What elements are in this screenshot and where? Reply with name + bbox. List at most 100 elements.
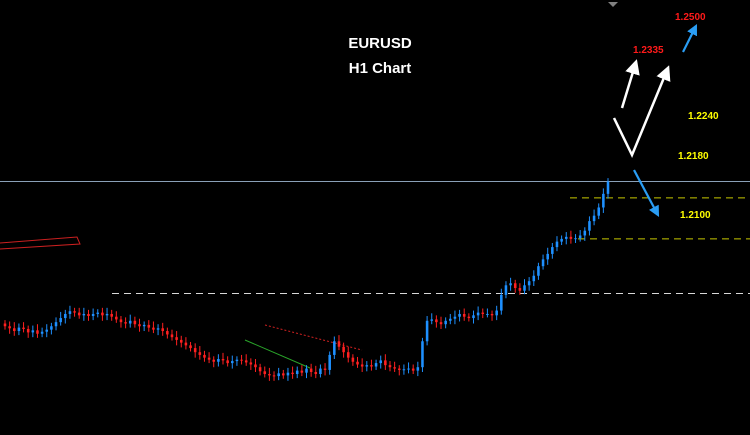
candle-body <box>152 327 155 330</box>
candle-body <box>606 181 610 194</box>
candle-body <box>128 320 132 324</box>
level-label-1-2180: 1.2180 <box>678 151 709 162</box>
candle-body <box>583 230 587 236</box>
candle-body <box>439 322 443 325</box>
candle-body <box>532 275 536 282</box>
projection-arrows <box>612 24 697 217</box>
candle-body <box>291 372 294 375</box>
candlesticks <box>3 178 610 381</box>
candle-body <box>193 348 197 353</box>
candle-body <box>249 362 253 365</box>
candle-body <box>346 352 350 358</box>
candle-body <box>73 311 76 313</box>
candle-body <box>91 313 95 317</box>
candle-body <box>272 375 276 377</box>
candle-body <box>13 328 16 332</box>
candle-body <box>17 327 21 332</box>
candle-body <box>360 364 364 367</box>
candle-body <box>221 359 225 361</box>
candle-body <box>198 352 202 355</box>
candle-body <box>435 319 438 323</box>
candle-body <box>472 315 475 319</box>
candle-body <box>40 331 44 334</box>
candle-body <box>449 318 452 321</box>
candle-body <box>263 371 267 375</box>
candle-body <box>453 316 457 319</box>
candle-body <box>300 370 304 373</box>
candle-body <box>421 341 424 368</box>
candle-body <box>286 372 290 376</box>
candle-body <box>597 207 600 216</box>
candle-body <box>119 319 123 323</box>
target-label-1-2335: 1.2335 <box>633 45 664 56</box>
candle-body <box>495 310 498 316</box>
candle-body <box>384 360 387 366</box>
candle-body <box>523 285 526 291</box>
candle-body <box>337 341 341 347</box>
arrow-v-white <box>612 65 671 159</box>
candle-body <box>305 368 308 373</box>
candle-body <box>240 359 243 361</box>
candle-body <box>87 313 90 317</box>
candle-body <box>574 238 577 240</box>
candle-body <box>527 281 531 286</box>
candle-body <box>374 363 378 367</box>
candle-body <box>254 364 257 368</box>
target-label-1-2500: 1.2500 <box>675 12 706 23</box>
candle-body <box>64 313 67 319</box>
candle-body <box>166 331 169 335</box>
candle-body <box>110 313 113 317</box>
candle-body <box>393 367 396 369</box>
candle-body <box>513 283 517 289</box>
candle-body <box>555 241 559 248</box>
trend-channel-red <box>0 236 81 250</box>
candle-body <box>147 324 151 328</box>
candle-body <box>602 193 605 208</box>
candle-body <box>244 360 248 363</box>
candle-body <box>179 339 183 343</box>
trend-line-red-dotted <box>264 324 363 351</box>
candle-body <box>45 329 49 332</box>
candle-body <box>490 313 494 316</box>
candle-body <box>365 365 369 367</box>
candle-body <box>462 313 466 317</box>
candle-body <box>351 357 355 362</box>
trend-line-green <box>244 339 311 369</box>
candle-body <box>175 337 178 340</box>
candle-body <box>342 346 345 353</box>
trend-lines <box>0 236 363 369</box>
candle-body <box>370 365 373 367</box>
candle-body <box>328 354 331 370</box>
candle-body <box>578 235 582 239</box>
candle-body <box>504 285 508 295</box>
candle-body <box>356 361 359 365</box>
candle-body <box>295 370 299 375</box>
candle-body <box>101 312 104 316</box>
candle-body <box>31 330 35 333</box>
candle-body <box>142 324 146 327</box>
arrow-down-blue <box>633 169 660 217</box>
candle-body <box>231 361 234 364</box>
candle-body <box>486 313 489 315</box>
window-corner-triangle-icon <box>608 2 618 7</box>
candle-body <box>425 320 429 342</box>
candle-body <box>36 330 39 334</box>
candle-body <box>430 319 434 321</box>
candle-body <box>411 368 415 371</box>
candle-body <box>212 359 216 362</box>
level-label-1-2100: 1.2100 <box>680 210 711 221</box>
candle-body <box>309 368 313 372</box>
candle-body <box>546 253 549 260</box>
candle-body <box>402 369 406 371</box>
arrow-up-white <box>620 59 640 109</box>
candle-body <box>207 357 211 360</box>
candle-body <box>59 318 62 323</box>
candle-body <box>500 294 503 311</box>
candle-body <box>282 373 285 376</box>
candle-body <box>235 359 239 362</box>
arrow-up-blue <box>682 24 697 53</box>
candle-body <box>333 341 336 355</box>
candle-body <box>537 266 540 276</box>
chart-title: EURUSD <box>348 35 412 52</box>
candle-body <box>68 311 72 314</box>
